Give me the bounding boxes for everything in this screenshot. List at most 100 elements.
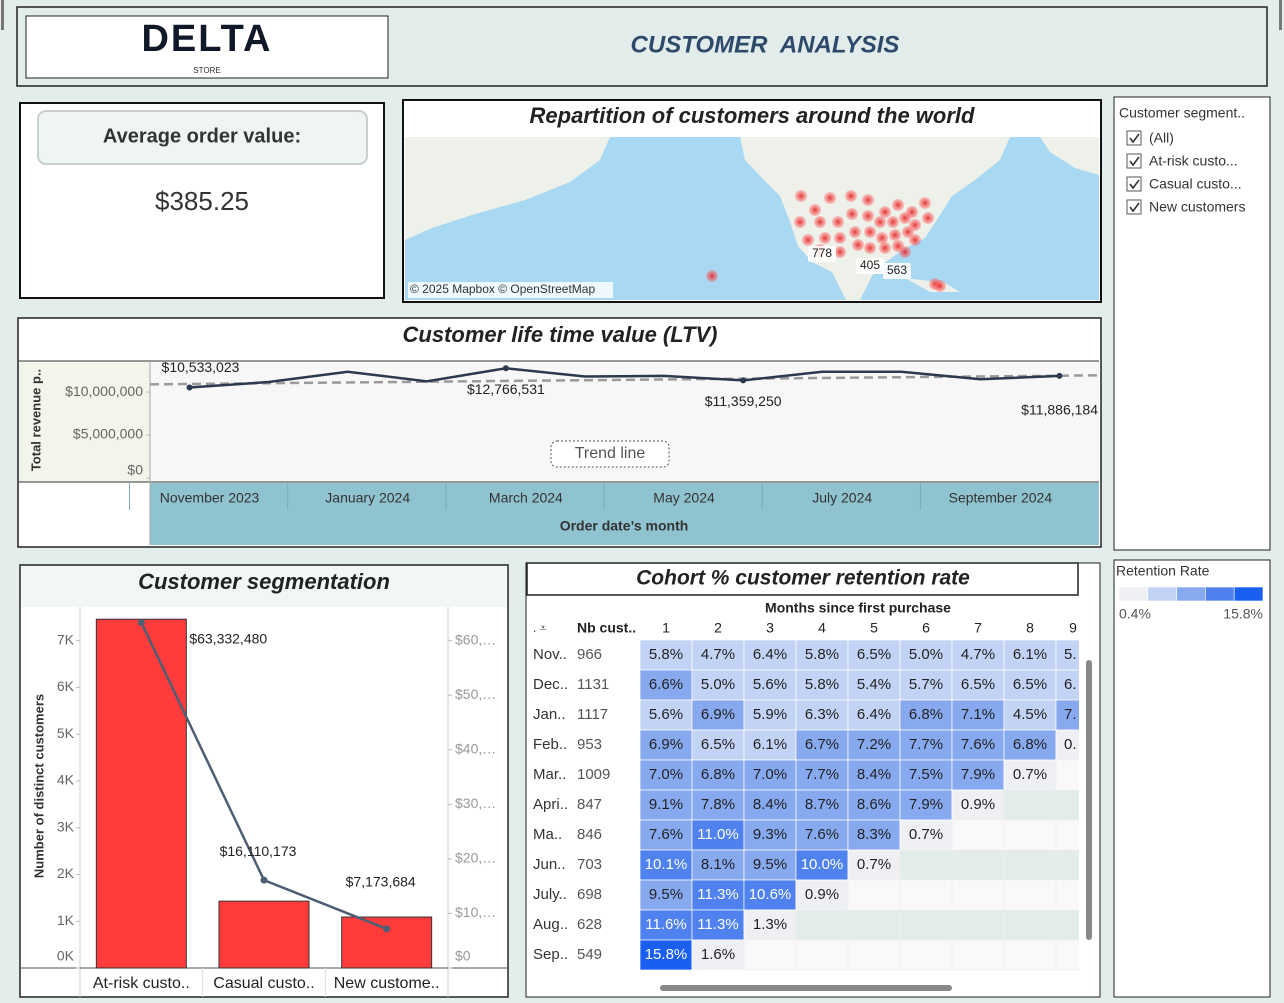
cell-value: 8.3% (857, 826, 891, 843)
cell-value: 7.6% (805, 826, 839, 843)
map-dot (862, 210, 874, 222)
ltv-x-band (150, 483, 1099, 545)
y-tick-label: 6K (57, 678, 75, 694)
checkbox[interactable] (1126, 153, 1142, 169)
cell-value: 5.6% (753, 676, 787, 693)
cell-bg (743, 789, 797, 821)
empty-cell (1055, 909, 1079, 941)
data-label: $63,332,480 (189, 630, 267, 646)
row-label: Jan.. (533, 706, 566, 723)
map-dot (819, 232, 831, 244)
empty-cell (899, 849, 953, 881)
cell-bg (639, 639, 693, 671)
cell-bg (1055, 639, 1079, 671)
map-label: 405 (860, 258, 880, 272)
y-axis-label: Number of distinct customers (31, 694, 46, 878)
cell-bg (1003, 699, 1057, 731)
map-dots (706, 190, 946, 292)
cell-bg (899, 789, 953, 821)
checkbox[interactable] (1126, 176, 1142, 192)
map-dot (922, 212, 934, 224)
edge (1, 0, 4, 30)
cell-bg (639, 669, 693, 701)
empty-cell (847, 879, 901, 911)
column-label: 2 (714, 620, 722, 636)
cell-value: 6.4% (753, 646, 787, 663)
map-dot (832, 216, 844, 228)
cell-bg (795, 639, 849, 671)
row-label: July.. (533, 886, 567, 903)
cell-bg (743, 699, 797, 731)
kpi-value: $385.25 (155, 186, 249, 216)
cell-value: 5.8% (805, 676, 839, 693)
map-dot (874, 216, 886, 228)
y-tick-label: 3K (57, 818, 75, 834)
empty-cell (847, 939, 901, 971)
map-dot (934, 280, 946, 292)
cell-value: 9.5% (649, 886, 683, 903)
row-label: Sep.. (533, 946, 568, 963)
row-count: 698 (577, 886, 602, 903)
checkbox[interactable] (1126, 199, 1142, 215)
map-dot (794, 216, 806, 228)
trend-label-box (550, 440, 670, 468)
cell-value: 6. (1064, 676, 1077, 693)
row-count: 953 (577, 736, 602, 753)
cell-value: 4.5% (1013, 706, 1047, 723)
y2-tick-label: $0 (455, 948, 471, 964)
kpi-label-box (37, 110, 368, 165)
map-dot (706, 270, 718, 282)
y2-tick-label: $20,… (455, 850, 496, 866)
column-label: 6 (922, 620, 930, 636)
point (260, 876, 268, 884)
cell-value: 10.1% (645, 856, 688, 873)
cell-value: 7.2% (857, 736, 891, 753)
column-label: 7 (974, 620, 982, 636)
x-tick-label: At-risk custo.. (93, 975, 190, 992)
map-dot (864, 242, 876, 254)
cell-value: 6.1% (1013, 646, 1047, 663)
checkmark (1129, 179, 1140, 190)
y-tick-label: 1K (57, 912, 75, 928)
cell-bg (1055, 699, 1079, 731)
x-tick-label: September 2024 (949, 490, 1053, 506)
cell-value: 5.8% (649, 646, 683, 663)
cell-value: 7.5% (909, 766, 943, 783)
cell-value: 8.1% (701, 856, 735, 873)
cell-bg (899, 699, 953, 731)
cell-value: 1.6% (701, 946, 735, 963)
kpi-label: Average order value: (103, 125, 301, 147)
x-tick-label: July 2024 (812, 490, 872, 506)
cell-bg (743, 759, 797, 791)
column-label: 5 (870, 620, 878, 636)
cell-value: 0. (1064, 736, 1077, 753)
filter-option: New customers (1149, 199, 1245, 215)
cell-bg (639, 879, 693, 911)
map-dot (902, 226, 914, 238)
cell-value: 8.7% (805, 796, 839, 813)
row-count: 847 (577, 796, 602, 813)
scrollbar[interactable] (1086, 660, 1092, 940)
bar (218, 900, 310, 969)
sort-icon[interactable]: . ⩡ (533, 621, 547, 635)
checkmark (1129, 133, 1140, 144)
cell-value: 11.3% (697, 916, 738, 933)
cell-bg (743, 909, 797, 941)
cell-value: 5.0% (701, 676, 735, 693)
cell-value: 1.3% (753, 916, 787, 933)
empty-cell (1055, 939, 1079, 971)
cell-value: 6.5% (961, 676, 995, 693)
y2-tick-label: $50,… (455, 686, 496, 702)
cell-value: 7.6% (961, 736, 995, 753)
cohort-grid: 5.8% 4.7% 6.4% 5.8% 6.5% 5.0% 4.7% 6.1% 5. 6.6% 5.… (639, 639, 1079, 971)
legend-swatch (1205, 586, 1235, 602)
bar (341, 916, 433, 969)
cell-value: 7.7% (909, 736, 943, 753)
y-tick-label: 0K (57, 948, 75, 964)
trend-label: Trend line (575, 445, 646, 462)
filter-option: Casual custo... (1149, 176, 1242, 192)
cell-bg (691, 729, 745, 761)
scrollbar[interactable] (660, 985, 952, 991)
checkbox[interactable] (1126, 130, 1142, 146)
empty-cell (1055, 789, 1079, 821)
